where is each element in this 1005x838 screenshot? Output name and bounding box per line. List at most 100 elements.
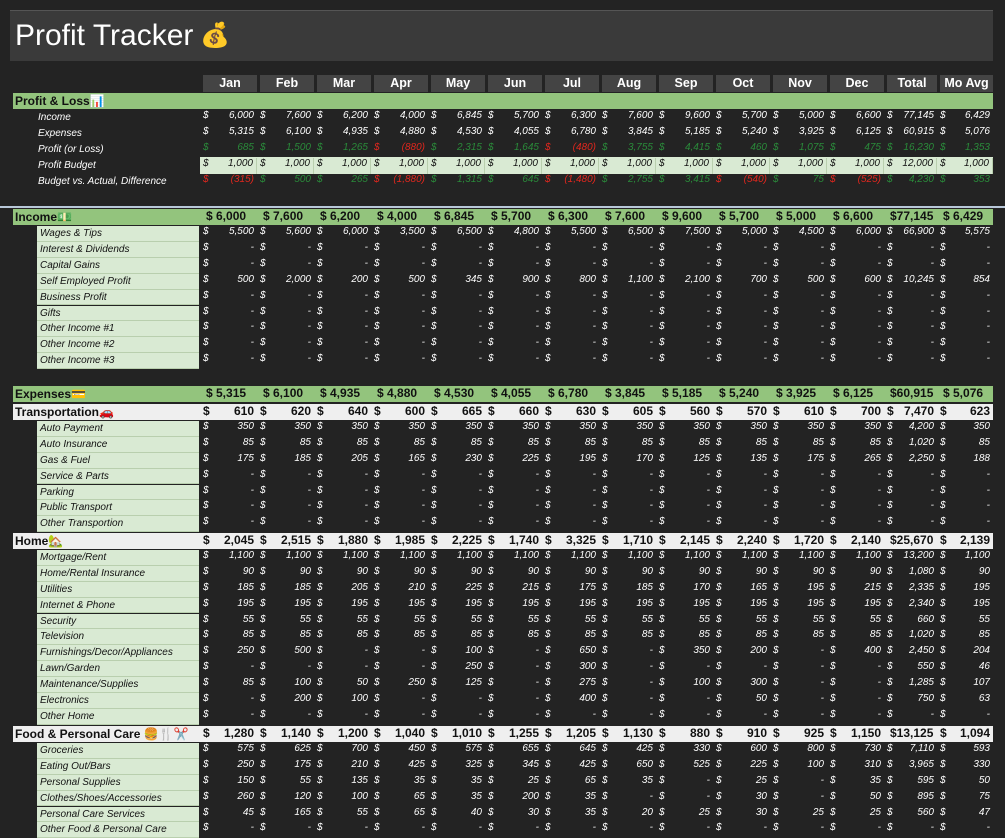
value-cell[interactable]: $85 [830, 437, 884, 453]
total-cell[interactable]: $ 4,055 [488, 386, 542, 402]
value-cell[interactable]: $ - [317, 353, 371, 369]
value-cell[interactable]: $195 [602, 598, 656, 614]
value-cell[interactable]: $7,110 [887, 743, 937, 759]
value-cell[interactable]: $ - [545, 516, 599, 532]
home-section-header-label[interactable]: Home🏡 [15, 534, 64, 548]
value-cell[interactable]: $ - [659, 321, 713, 337]
column-header[interactable]: Nov [773, 75, 827, 92]
value-cell[interactable]: $ - [488, 645, 542, 661]
value-cell[interactable]: $ - [203, 516, 257, 532]
value-cell[interactable]: $1,100 [940, 550, 993, 566]
value-cell[interactable]: $ - [431, 306, 485, 322]
value-cell[interactable]: $ - [773, 485, 827, 501]
income-row-label[interactable]: Interest & Dividends [37, 241, 199, 258]
pnl-row-label[interactable]: Profit (or Loss) [38, 143, 104, 155]
transportation-row-label[interactable]: Other Transportion [37, 516, 199, 533]
value-cell[interactable]: $55 [545, 614, 599, 630]
total-cell[interactable]: $ 7,600 [602, 209, 656, 225]
value-cell[interactable]: $2,000 [260, 274, 314, 290]
value-cell[interactable]: $ - [602, 516, 656, 532]
value-cell[interactable]: $225 [431, 582, 485, 598]
value-cell[interactable]: $ - [203, 290, 257, 306]
value-cell[interactable]: $195 [830, 598, 884, 614]
value-cell[interactable]: $ - [773, 258, 827, 274]
value-cell[interactable]: $204 [940, 645, 993, 661]
value-cell[interactable]: $150 [203, 775, 257, 791]
value-cell[interactable]: $ - [317, 709, 371, 725]
value-cell[interactable]: $6,500 [602, 226, 656, 242]
value-cell[interactable]: $400 [830, 645, 884, 661]
value-cell[interactable]: $85 [374, 629, 428, 645]
value-cell[interactable]: $ - [488, 306, 542, 322]
transportation-row-label[interactable]: Gas & Fuel [37, 452, 199, 469]
value-cell[interactable]: $ - [431, 353, 485, 369]
value-cell[interactable]: $1,000 [488, 157, 542, 174]
value-cell[interactable]: $ - [773, 822, 827, 838]
total-cell[interactable]: $ 3,925 [773, 386, 827, 402]
value-cell[interactable]: $265 [317, 174, 371, 190]
value-cell[interactable]: $ (480) [545, 142, 599, 158]
value-cell[interactable]: $ - [488, 693, 542, 709]
value-cell[interactable]: $210 [374, 582, 428, 598]
value-cell[interactable]: $ - [716, 353, 770, 369]
value-cell[interactable]: $85 [317, 437, 371, 453]
value-cell[interactable]: $3,845 [602, 126, 656, 142]
value-cell[interactable]: $ - [431, 500, 485, 516]
value-cell[interactable]: $ - [716, 822, 770, 838]
value-cell[interactable]: $125 [659, 453, 713, 469]
transportation-row-label[interactable]: Public Transport [37, 500, 199, 517]
value-cell[interactable]: $ - [488, 516, 542, 532]
value-cell[interactable]: $ - [374, 321, 428, 337]
value-cell[interactable]: $200 [488, 791, 542, 807]
pnl-row-label[interactable]: Profit Budget [38, 159, 96, 171]
value-cell[interactable]: $ - [773, 791, 827, 807]
value-cell[interactable]: $200 [260, 693, 314, 709]
value-cell[interactable]: $2,450 [887, 645, 937, 661]
value-cell[interactable]: $ - [830, 258, 884, 274]
value-cell[interactable]: $ - [488, 321, 542, 337]
value-cell[interactable]: $30 [716, 807, 770, 823]
value-cell[interactable]: $100 [260, 677, 314, 693]
value-cell[interactable]: $1,100 [431, 550, 485, 566]
home-row-label[interactable]: Internet & Phone [37, 597, 199, 614]
value-cell[interactable]: $85 [203, 629, 257, 645]
value-cell[interactable]: $ - [940, 258, 993, 274]
value-cell[interactable]: $ - [940, 516, 993, 532]
value-cell[interactable]: $195 [488, 598, 542, 614]
value-cell[interactable]: $ - [203, 337, 257, 353]
value-cell[interactable]: $ - [374, 485, 428, 501]
value-cell[interactable]: $500 [260, 645, 314, 661]
value-cell[interactable]: $6,300 [545, 110, 599, 126]
value-cell[interactable]: $ - [659, 516, 713, 532]
total-cell[interactable]: $2,045 [203, 533, 257, 549]
total-cell[interactable]: $610 [773, 404, 827, 420]
value-cell[interactable]: $185 [260, 582, 314, 598]
value-cell[interactable]: $9,600 [659, 110, 713, 126]
value-cell[interactable]: $250 [431, 661, 485, 677]
value-cell[interactable]: $205 [317, 582, 371, 598]
total-cell[interactable]: $1,094 [940, 726, 993, 742]
value-cell[interactable]: $ - [830, 677, 884, 693]
value-cell[interactable]: $650 [602, 759, 656, 775]
value-cell[interactable]: $350 [260, 421, 314, 437]
value-cell[interactable]: $ - [203, 321, 257, 337]
value-cell[interactable]: $195 [545, 598, 599, 614]
total-cell[interactable]: $ 6,780 [545, 386, 599, 402]
value-cell[interactable]: $ - [260, 709, 314, 725]
value-cell[interactable]: $2,100 [659, 274, 713, 290]
value-cell[interactable]: $1,000 [716, 157, 770, 174]
total-cell[interactable]: $665 [431, 404, 485, 420]
income-row-label[interactable]: Other Income #1 [37, 321, 199, 338]
value-cell[interactable]: $66,900 [887, 226, 937, 242]
value-cell[interactable]: $ - [260, 469, 314, 485]
total-cell[interactable]: $2,145 [659, 533, 713, 549]
total-cell[interactable]: $605 [602, 404, 656, 420]
home-row-label[interactable]: Furnishings/Decor/Appliances [37, 645, 199, 662]
value-cell[interactable]: $6,100 [260, 126, 314, 142]
value-cell[interactable]: $250 [374, 677, 428, 693]
value-cell[interactable]: $ - [374, 290, 428, 306]
value-cell[interactable]: $195 [773, 582, 827, 598]
total-cell[interactable]: $2,225 [431, 533, 485, 549]
value-cell[interactable]: $35 [602, 775, 656, 791]
value-cell[interactable]: $4,415 [659, 142, 713, 158]
